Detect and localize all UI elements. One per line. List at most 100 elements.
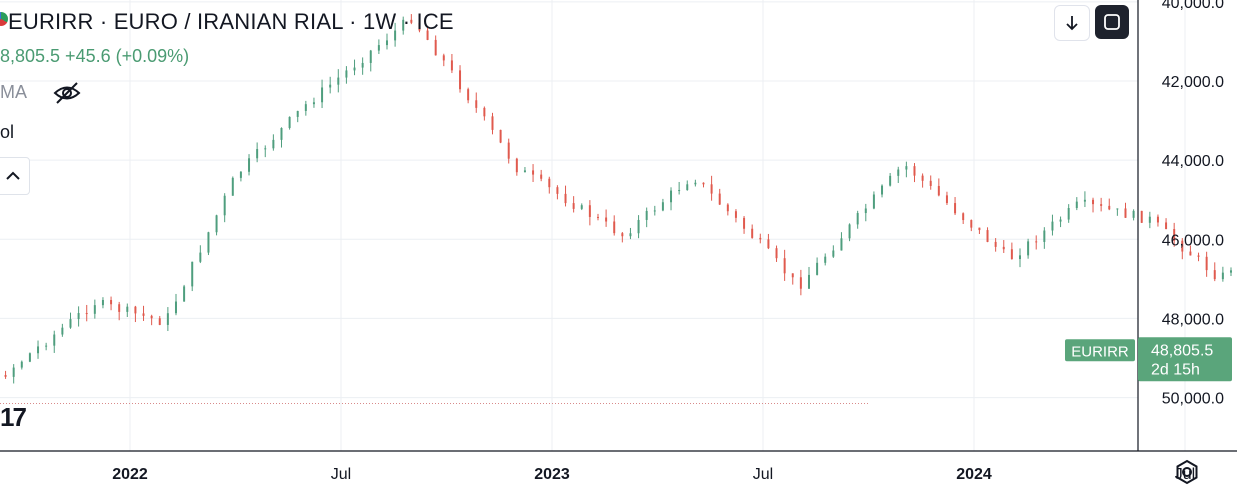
- symbol-tag-label: EURIRR: [1071, 343, 1129, 360]
- candle-111: [783, 249, 786, 281]
- candle-159: [1173, 222, 1176, 247]
- candle-166: [1229, 267, 1232, 277]
- time-tick-label-3: 2023: [534, 466, 570, 483]
- last-price-tag: EURIRR 48,805.5 2d 15h: [1065, 337, 1232, 382]
- price-axis[interactable]: 40,000.0 42,000.0 44,000.0 46,000.0 48,000.0…: [1137, 0, 1224, 451]
- candle-132: [954, 197, 957, 216]
- candle-37: [183, 284, 186, 302]
- candle-155: [1140, 210, 1143, 224]
- candle-20: [45, 342, 48, 351]
- candle-68: [434, 35, 437, 56]
- candle-128: [921, 173, 924, 188]
- time-tick-label-5: 2024: [956, 466, 992, 483]
- price-tick-label-0: 40,000.0: [1162, 0, 1224, 12]
- candle-82: [548, 176, 551, 194]
- candle-34: [158, 315, 161, 326]
- candle-114: [807, 266, 810, 289]
- candle-42: [223, 193, 226, 223]
- candle-91: [621, 232, 624, 243]
- candle-26: [93, 299, 96, 319]
- candle-41: [215, 214, 218, 236]
- candle-147: [1075, 197, 1078, 211]
- candle-121: [864, 203, 867, 222]
- candle-48: [272, 134, 275, 151]
- candle-83: [556, 185, 559, 200]
- candle-160: [1181, 238, 1184, 260]
- candle-157: [1156, 214, 1159, 227]
- candle-31: [134, 305, 137, 323]
- eye-hidden-icon[interactable]: [52, 80, 82, 106]
- tradingview-logo-icon: 17: [0, 402, 27, 432]
- candle-30: [126, 303, 129, 317]
- volume-label[interactable]: ol: [0, 122, 15, 142]
- candle-99: [686, 180, 689, 191]
- candle-149: [1092, 197, 1095, 213]
- price-tick-label-2: 44,000.0: [1162, 153, 1224, 170]
- candle-117: [832, 245, 835, 258]
- candle-158: [1165, 218, 1168, 230]
- candle-19: [37, 340, 40, 359]
- candle-92: [629, 227, 632, 240]
- candle-70: [450, 53, 453, 74]
- candle-69: [442, 53, 445, 67]
- candle-142: [1035, 235, 1038, 250]
- candle-108: [759, 233, 762, 244]
- candle-156: [1148, 211, 1151, 229]
- time-tick-label-2: Jul: [331, 466, 351, 483]
- candle-77: [507, 138, 510, 164]
- candle-67: [426, 27, 429, 41]
- candle-24: [77, 306, 80, 327]
- time-axis[interactable]: Jul2022Jul2023Jul2024Jul2025Jul2026Jul: [0, 450, 1237, 483]
- candle-17: [20, 360, 23, 370]
- download-button[interactable]: [1054, 5, 1090, 41]
- candle-118: [840, 232, 843, 251]
- candle-40: [207, 231, 210, 256]
- price-tick-label-1: 42,000.0: [1162, 74, 1224, 91]
- candle-127: [913, 163, 916, 183]
- candle-153: [1124, 202, 1127, 218]
- candle-28: [110, 296, 113, 311]
- candle-112: [791, 273, 794, 285]
- candle-140: [1018, 248, 1021, 268]
- candles: [4, 14, 1232, 384]
- candle-55: [329, 76, 332, 94]
- candle-104: [726, 203, 729, 216]
- candle-44: [239, 171, 242, 182]
- candle-115: [816, 257, 819, 276]
- fullscreen-button[interactable]: [1095, 5, 1129, 39]
- gear-icon[interactable]: [1174, 459, 1200, 485]
- candle-126: [905, 161, 908, 178]
- candle-97: [670, 187, 673, 211]
- candle-98: [678, 181, 681, 195]
- candle-23: [69, 312, 72, 329]
- candle-122: [872, 191, 875, 210]
- candle-87: [588, 200, 591, 226]
- candle-138: [1002, 240, 1005, 253]
- candle-152: [1116, 208, 1119, 216]
- candle-27: [101, 297, 104, 309]
- candle-25: [85, 304, 88, 322]
- price-tag-bg: [1138, 337, 1232, 382]
- candle-72: [467, 87, 470, 104]
- candle-120: [856, 210, 859, 229]
- indicator-label[interactable]: MA: [0, 82, 27, 102]
- candle-50: [288, 116, 291, 130]
- chart-grid: [0, 0, 1186, 451]
- candle-89: [605, 209, 608, 227]
- candle-100: [694, 179, 697, 187]
- time-tick-label-4: Jul: [753, 466, 773, 483]
- candle-58: [353, 59, 356, 76]
- candle-86: [580, 203, 583, 211]
- candle-51: [296, 110, 299, 123]
- candle-123: [881, 184, 884, 198]
- candle-79: [523, 167, 526, 173]
- candle-113: [799, 269, 802, 296]
- price-tag-countdown: 2d 15h: [1151, 361, 1200, 378]
- collapse-legend-button[interactable]: [0, 157, 30, 195]
- candle-143: [1043, 227, 1046, 249]
- candle-66: [418, 21, 421, 33]
- candle-131: [945, 191, 948, 206]
- candle-144: [1051, 214, 1054, 236]
- chevron-up-icon: [6, 171, 20, 180]
